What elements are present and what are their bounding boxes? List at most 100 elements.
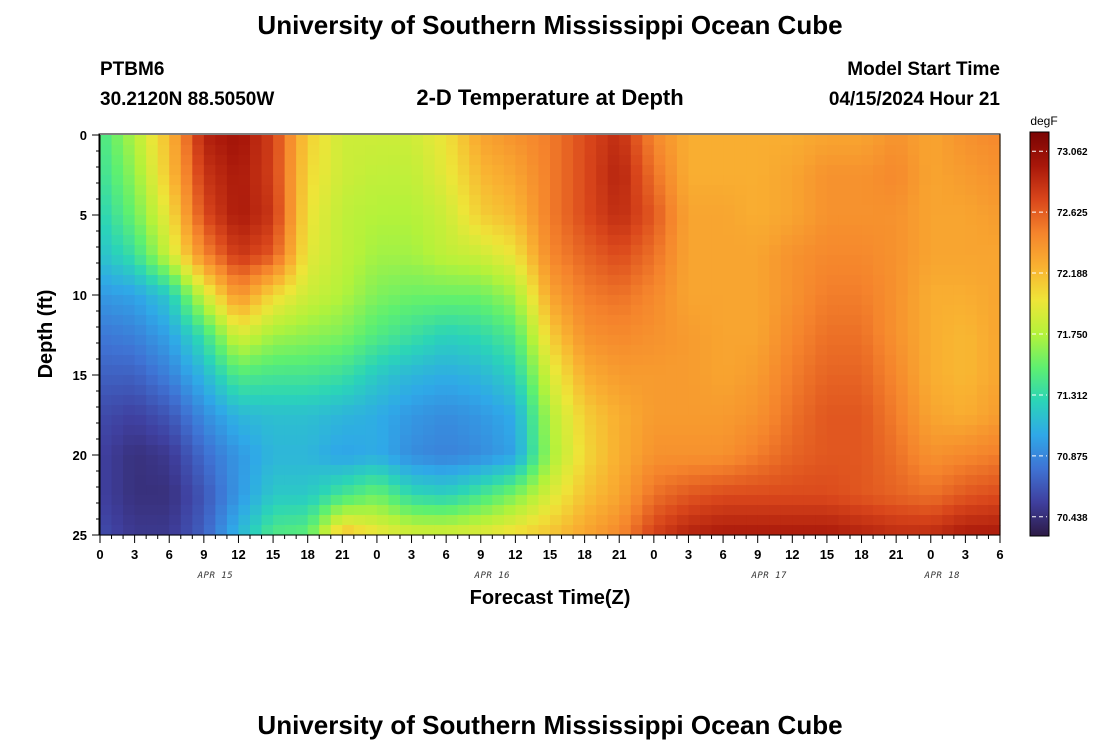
heatmap-cell bbox=[792, 205, 805, 216]
heatmap-cell bbox=[376, 135, 390, 146]
heatmap-cell bbox=[630, 275, 643, 286]
heatmap-cell bbox=[157, 515, 170, 526]
heatmap-cell bbox=[203, 445, 216, 456]
heatmap-cell bbox=[376, 145, 390, 156]
heatmap-cell bbox=[953, 455, 966, 466]
heatmap-cell bbox=[388, 205, 401, 216]
heatmap-cell bbox=[953, 415, 966, 426]
heatmap-cell bbox=[815, 465, 828, 476]
heatmap-cell bbox=[157, 215, 170, 226]
heatmap-cell bbox=[169, 365, 182, 376]
heatmap-cell bbox=[146, 365, 159, 376]
heatmap-cell bbox=[919, 265, 932, 276]
heatmap-cell bbox=[665, 295, 678, 306]
heatmap-cell bbox=[573, 445, 586, 456]
heatmap-cell bbox=[457, 355, 470, 366]
heatmap-cell bbox=[619, 465, 632, 476]
heatmap-cell bbox=[688, 155, 701, 166]
heatmap-cell bbox=[965, 255, 978, 266]
heatmap-cell bbox=[169, 195, 182, 206]
heatmap-cell bbox=[434, 395, 447, 406]
heatmap-cell bbox=[261, 175, 274, 186]
heatmap-cell bbox=[307, 415, 320, 426]
heatmap-cell bbox=[896, 495, 909, 506]
heatmap-cell bbox=[723, 505, 736, 516]
heatmap-cell bbox=[503, 385, 516, 396]
heatmap-cell bbox=[930, 385, 943, 396]
heatmap-cell bbox=[619, 145, 632, 156]
heatmap-cell bbox=[723, 495, 736, 506]
heatmap-cell bbox=[330, 255, 343, 266]
heatmap-cell bbox=[734, 415, 747, 426]
heatmap-cell bbox=[642, 285, 655, 296]
heatmap-cell bbox=[273, 325, 286, 336]
heatmap-cell bbox=[457, 135, 470, 146]
heatmap-cell bbox=[861, 295, 874, 306]
heatmap-cell bbox=[411, 135, 424, 146]
heatmap-cell bbox=[538, 455, 551, 466]
heatmap-cell bbox=[503, 355, 516, 366]
heatmap-cell bbox=[111, 365, 124, 376]
heatmap-cell bbox=[815, 175, 828, 186]
heatmap-cell bbox=[965, 495, 978, 506]
heatmap-cell bbox=[446, 185, 459, 196]
heatmap-cell bbox=[826, 175, 840, 186]
heatmap-cell bbox=[365, 345, 378, 356]
heatmap-cell bbox=[169, 395, 182, 406]
heatmap-cell bbox=[100, 325, 113, 336]
heatmap-cell bbox=[423, 375, 436, 386]
heatmap-cell bbox=[884, 235, 897, 246]
heatmap-cell bbox=[861, 475, 874, 486]
heatmap-cell bbox=[861, 355, 874, 366]
heatmap-cell bbox=[942, 345, 955, 356]
heatmap-cell bbox=[365, 165, 378, 176]
heatmap-cell bbox=[434, 365, 447, 376]
heatmap-cell bbox=[423, 305, 436, 316]
heatmap-cell bbox=[250, 405, 263, 416]
heatmap-cell bbox=[803, 195, 816, 206]
heatmap-cell bbox=[273, 495, 286, 506]
heatmap-cell bbox=[700, 215, 713, 226]
heatmap-cell bbox=[457, 495, 470, 506]
heatmap-cell bbox=[446, 415, 459, 426]
heatmap-cell bbox=[469, 135, 482, 146]
heatmap-cell bbox=[261, 525, 274, 536]
heatmap-cell bbox=[180, 135, 193, 146]
heatmap-cell bbox=[180, 165, 193, 176]
heatmap-cell bbox=[561, 465, 574, 476]
x-tick-label: 6 bbox=[996, 547, 1003, 562]
x-tick-label: 12 bbox=[785, 547, 799, 562]
heatmap-cell bbox=[538, 275, 551, 286]
heatmap-cell bbox=[700, 155, 713, 166]
heatmap-cell bbox=[538, 405, 551, 416]
heatmap-cell bbox=[953, 365, 966, 376]
heatmap-cell bbox=[180, 255, 193, 266]
heatmap-cell bbox=[457, 375, 470, 386]
heatmap-cell bbox=[815, 385, 828, 396]
heatmap-cell bbox=[457, 485, 470, 496]
heatmap-cell bbox=[273, 225, 286, 236]
heatmap-cell bbox=[400, 475, 413, 486]
heatmap-cell bbox=[965, 355, 978, 366]
heatmap-cell bbox=[446, 475, 459, 486]
heatmap-cell bbox=[561, 195, 574, 206]
heatmap-cell bbox=[411, 295, 424, 306]
heatmap-cell bbox=[792, 425, 805, 436]
heatmap-cell bbox=[711, 235, 724, 246]
heatmap-cell bbox=[226, 475, 240, 486]
heatmap-cell bbox=[411, 185, 424, 196]
heatmap-cell bbox=[400, 175, 413, 186]
heatmap-cell bbox=[850, 405, 863, 416]
heatmap-cell bbox=[250, 205, 263, 216]
heatmap-cell bbox=[642, 415, 655, 426]
heatmap-cell bbox=[469, 175, 482, 186]
heatmap-cell bbox=[376, 455, 390, 466]
heatmap-cell bbox=[296, 235, 309, 246]
heatmap-cell bbox=[215, 195, 228, 206]
heatmap-cell bbox=[861, 265, 874, 276]
heatmap-cell bbox=[803, 275, 816, 286]
heatmap-cell bbox=[780, 415, 793, 426]
heatmap-cell bbox=[792, 375, 805, 386]
heatmap-cell bbox=[642, 205, 655, 216]
x-tick-label: 12 bbox=[508, 547, 522, 562]
